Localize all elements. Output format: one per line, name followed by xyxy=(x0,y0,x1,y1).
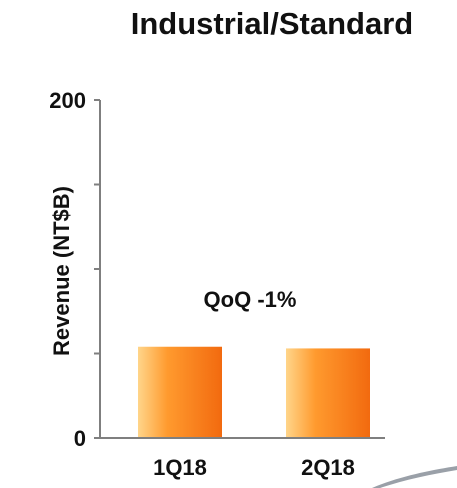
bar-2q18 xyxy=(286,348,370,438)
y-tick-label: 0 xyxy=(74,426,86,451)
bars xyxy=(138,346,370,438)
category-labels: 1Q18 2Q18 xyxy=(153,455,355,480)
x-category-label: 2Q18 xyxy=(301,455,355,480)
decorative-swoosh xyxy=(372,466,457,488)
y-axis-title: Revenue (NT$B) xyxy=(49,186,74,356)
y-tick-label: 200 xyxy=(49,88,86,113)
y-axis-ticks: 0 200 xyxy=(49,88,100,451)
chart-title: Industrial/Standard xyxy=(131,6,413,41)
qoq-annotation: QoQ -1% xyxy=(204,287,297,312)
x-category-label: 1Q18 xyxy=(153,455,207,480)
bar-1q18 xyxy=(138,346,222,438)
y-axis-label: Revenue (NT$B) xyxy=(49,186,74,356)
